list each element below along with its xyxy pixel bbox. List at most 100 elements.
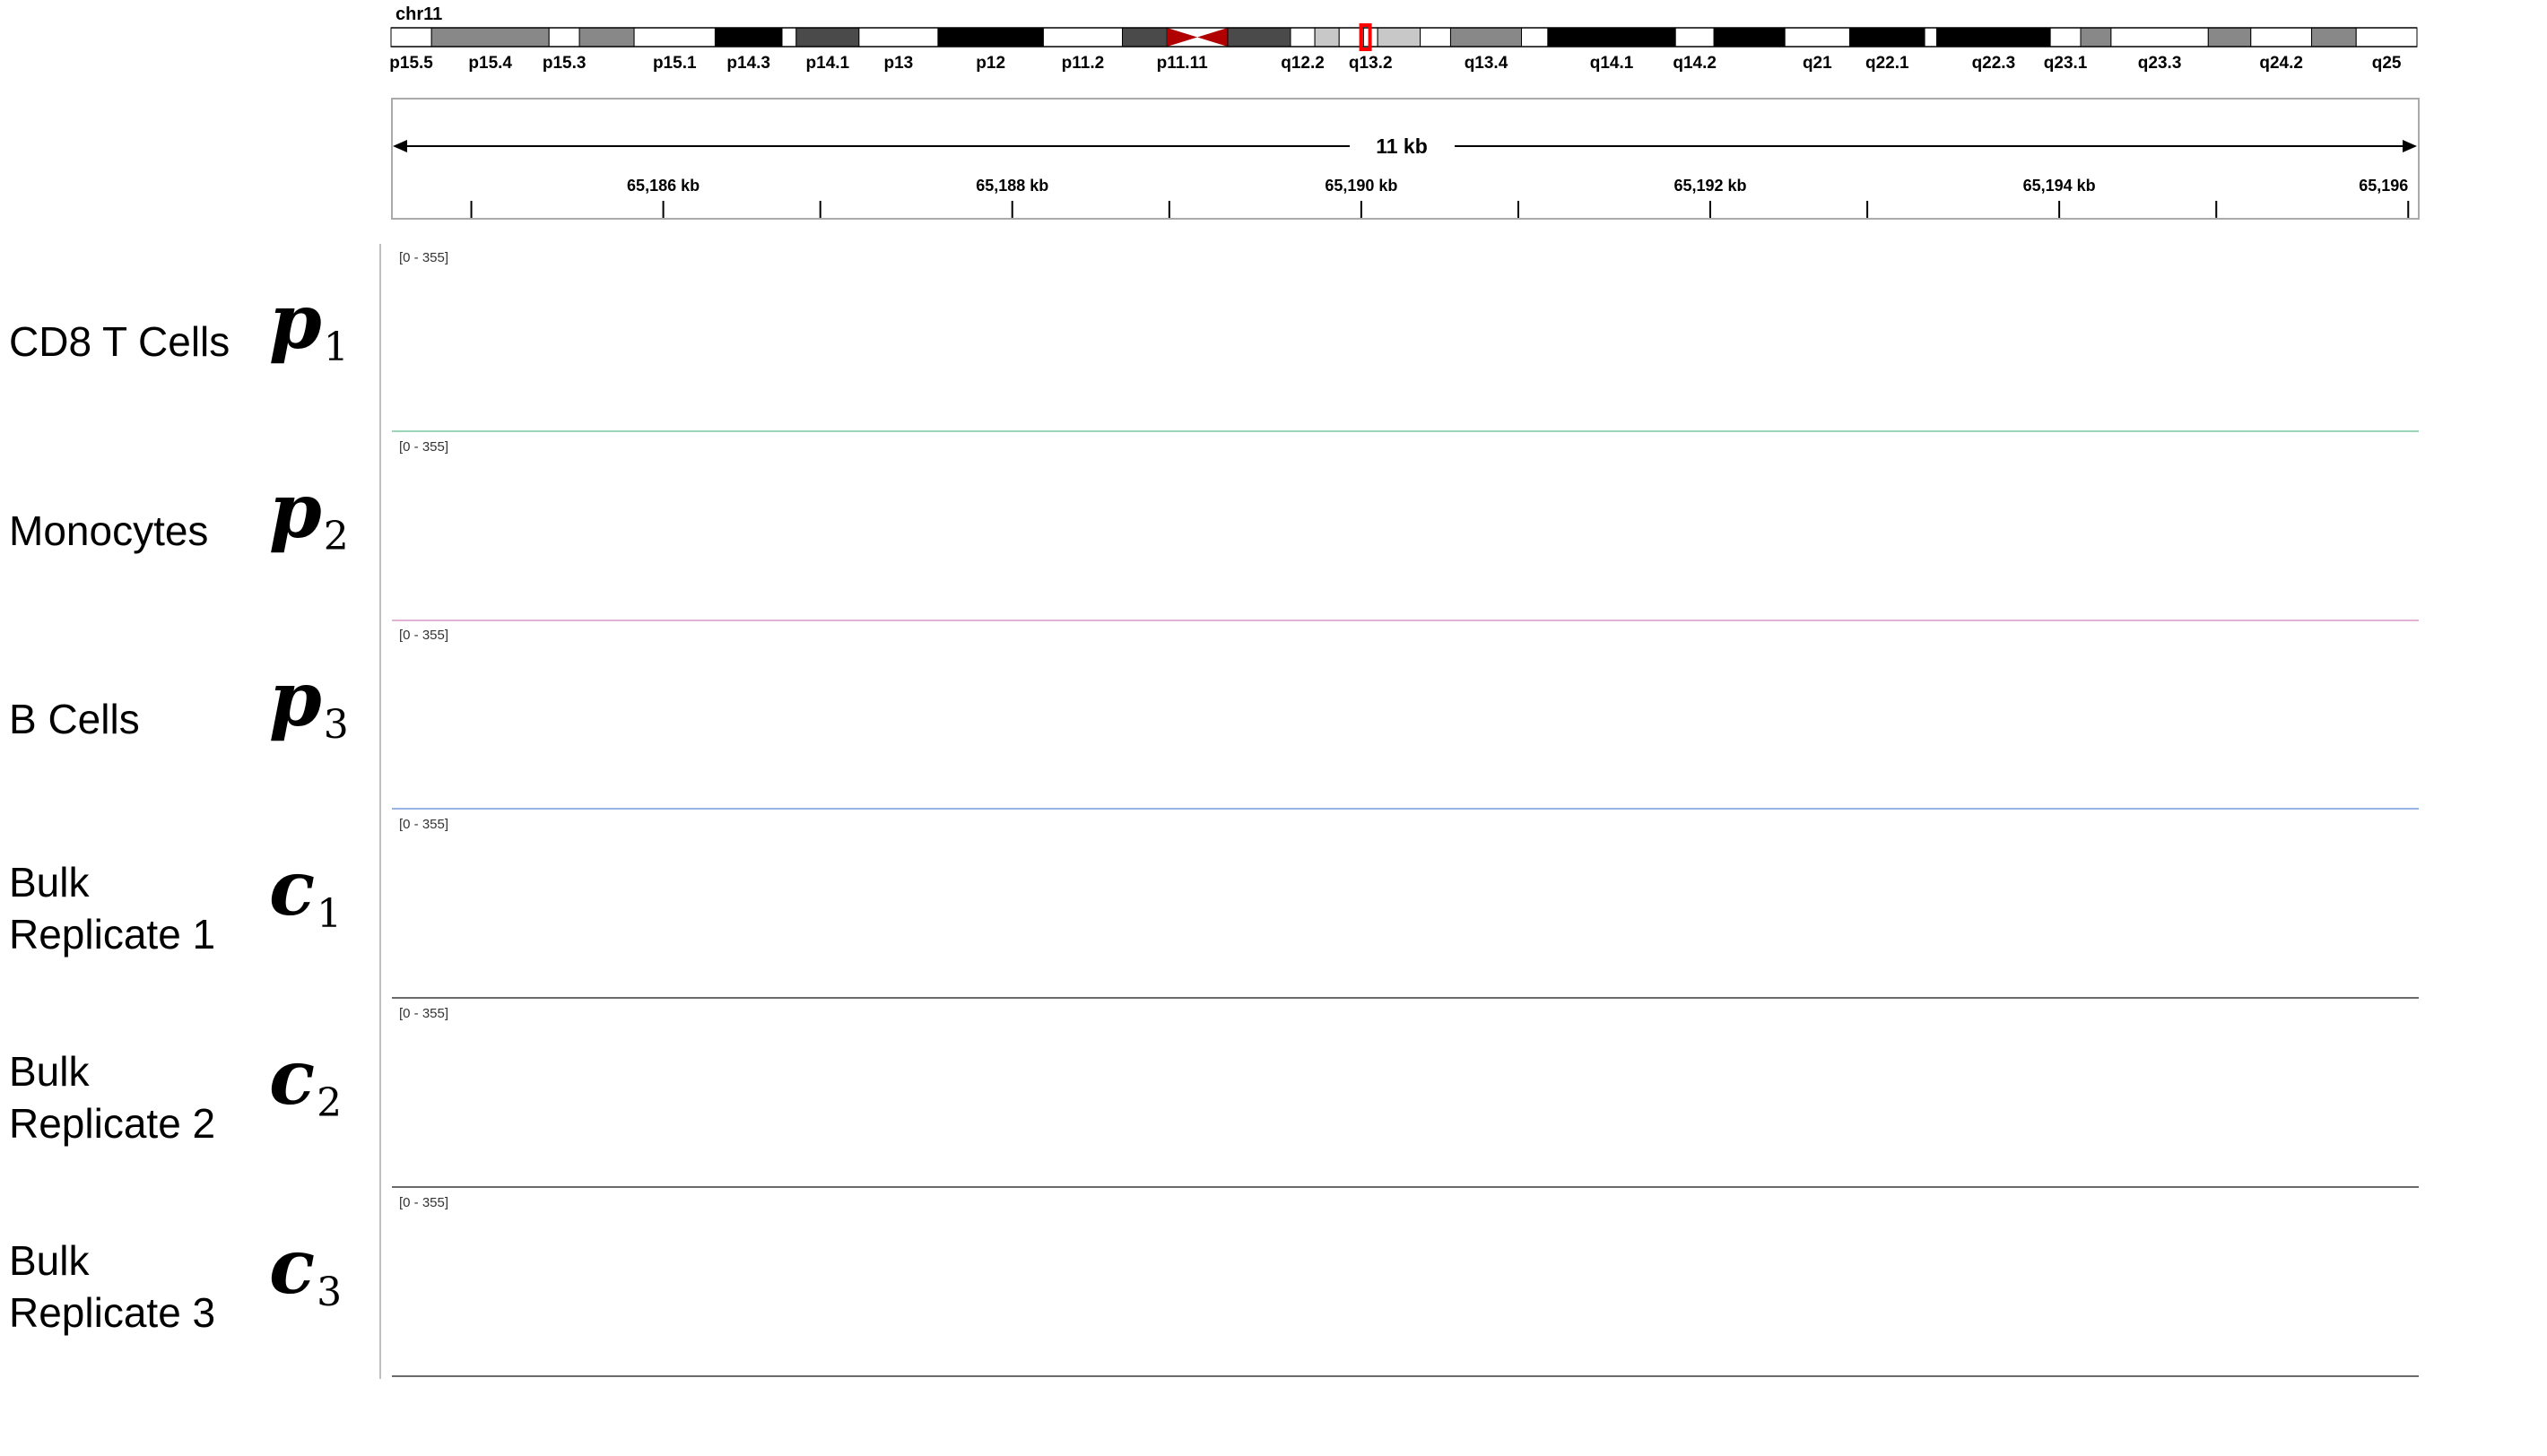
ruler-tick-label: 65,196 (2359, 177, 2408, 195)
chromosome-band (1547, 27, 1676, 48)
band-label: p11.11 (1157, 54, 1208, 73)
chromosome-band (1674, 27, 1715, 48)
band-label: q22.3 (1972, 54, 2016, 73)
track-symbol-letter: p (269, 277, 322, 366)
chromosome-band (1121, 27, 1168, 48)
chromosome-band (430, 27, 550, 48)
track-range-label: [0 - 355] (399, 628, 448, 643)
track-name: Monocytes (9, 505, 208, 557)
chromosome-band (1848, 27, 1925, 48)
chromosome-band (1314, 27, 1340, 48)
chromosome-band (2207, 27, 2252, 48)
chromosome-band (2110, 27, 2209, 48)
track-name-line: B Cells (9, 696, 140, 742)
chromosome-band (2250, 27, 2313, 48)
chromosome-band (1377, 27, 1421, 48)
track-symbol-subscript: 2 (317, 1080, 343, 1126)
chromosome-band (795, 27, 860, 48)
track-name: Bulk Replicate 3 (9, 1235, 215, 1339)
band-label: q14.2 (1673, 54, 1717, 73)
band-label: p11.2 (1062, 54, 1105, 73)
chromosome-band (1924, 27, 1938, 48)
band-label: p12 (976, 54, 1005, 73)
track-range-label: [0 - 355] (399, 817, 448, 832)
track-symbol-subscript: 1 (323, 325, 349, 370)
track-name: B Cells (9, 693, 140, 745)
chromosome-band (1449, 27, 1523, 48)
current-region-marker[interactable] (1359, 23, 1372, 51)
band-label: q12.2 (1281, 54, 1325, 73)
track-symbol-subscript: 3 (317, 1270, 343, 1315)
chromosome-band (858, 27, 939, 48)
track-symbol-subscript: 2 (323, 514, 349, 559)
band-label: q14.1 (1590, 54, 1634, 73)
chromosome-band (714, 27, 783, 48)
ruler-tick-label: 65,194 kb (2023, 177, 2096, 195)
band-label: p13 (884, 54, 914, 73)
band-label: q21 (1803, 54, 1832, 73)
track-symbol-letter: c (269, 1033, 316, 1122)
track-symbol-letter: p (269, 654, 322, 743)
track-name-line: Replicate 3 (9, 1289, 216, 1336)
track-name: Bulk Replicate 2 (9, 1045, 215, 1149)
arrow-right-icon (2403, 140, 2417, 152)
chromosome-band (2080, 27, 2112, 48)
band-label: q22.1 (1865, 54, 1909, 73)
chromosome-band (1713, 27, 1786, 48)
track-symbol: c2 (269, 1040, 342, 1123)
track-range-label: [0 - 355] (399, 1006, 448, 1021)
chromosome-band (1227, 27, 1291, 48)
track-name-line: Replicate 1 (9, 911, 216, 958)
band-label: q23.1 (2044, 54, 2088, 73)
band-label: p15.5 (389, 54, 433, 73)
track-range-label: [0 - 355] (399, 250, 448, 265)
band-label: q24.2 (2259, 54, 2303, 73)
centromere (1197, 28, 1228, 47)
track-symbol-letter: p (269, 466, 322, 555)
band-label: q13.4 (1465, 54, 1508, 73)
chromosome-band (781, 27, 797, 48)
chromosome-band (2311, 27, 2357, 48)
band-label: p14.3 (726, 54, 770, 73)
track-symbol-subscript: 3 (323, 702, 349, 748)
track-name-line: CD8 T Cells (9, 318, 230, 365)
track-symbol: p2 (269, 473, 349, 557)
chromosome-band (578, 27, 635, 48)
track-name-line: Replicate 2 (9, 1100, 216, 1147)
arrow-left-icon (393, 140, 407, 152)
chromosome-band (1784, 27, 1850, 48)
band-label: q25 (2372, 54, 2402, 73)
chromosome-band (2355, 27, 2418, 48)
track-symbol: c1 (269, 851, 342, 934)
ruler-tick-label: 65,192 kb (1673, 177, 1746, 195)
chromosome-band (548, 27, 580, 48)
chromosome-band (1420, 27, 1451, 48)
chromosome-band (390, 27, 432, 48)
band-label: p14.1 (806, 54, 850, 73)
centromere (1167, 28, 1198, 47)
band-label: q23.3 (2138, 54, 2182, 73)
band-label: q13.2 (1349, 54, 1393, 73)
chromosome-name: chr11 (396, 4, 442, 24)
track-range-label: [0 - 355] (399, 1195, 448, 1210)
chromosome-band (633, 27, 716, 48)
track-symbol: p1 (269, 284, 349, 368)
track-name: CD8 T Cells (9, 316, 230, 368)
track-symbol-letter: c (269, 844, 316, 932)
chromosome-band (1521, 27, 1549, 48)
track-name-line: Bulk (9, 1048, 90, 1095)
track-name-line: Monocytes (9, 507, 209, 554)
band-label: p15.4 (468, 54, 512, 73)
ruler-tick-label: 65,188 kb (976, 177, 1048, 195)
chromosome-band (937, 27, 1044, 48)
track-name: Bulk Replicate 1 (9, 856, 215, 960)
track-symbol-subscript: 1 (317, 891, 343, 937)
band-label: p15.1 (653, 54, 697, 73)
ruler-tick-label: 65,190 kb (1325, 177, 1397, 195)
ruler-frame (391, 98, 2420, 220)
track-symbol: c3 (269, 1229, 342, 1313)
track-name-line: Bulk (9, 1237, 90, 1284)
chromosome-band (1936, 27, 2051, 48)
chromosome-band (2049, 27, 2082, 48)
chromosome-band (1290, 27, 1316, 48)
